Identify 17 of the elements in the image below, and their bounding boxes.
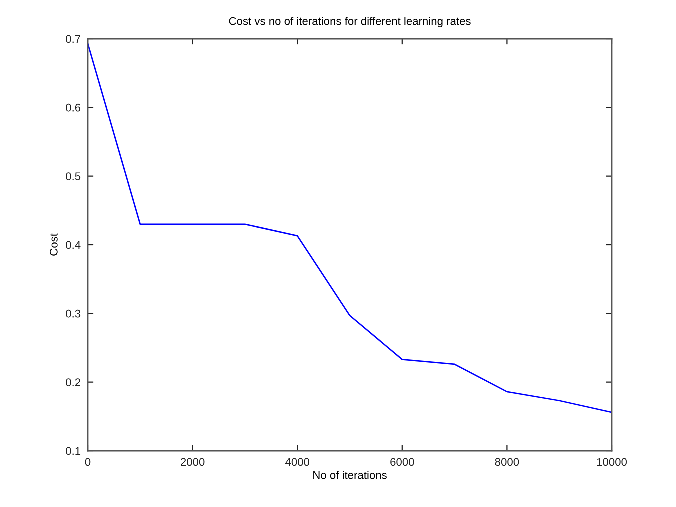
y-tick-label: 0.7 xyxy=(66,35,80,44)
x-tick-label: 10000 xyxy=(597,458,628,466)
y-tick-label: 0.3 xyxy=(66,310,81,318)
y-tick-label: 0.1 xyxy=(66,447,81,456)
y-tick-label: 0.2 xyxy=(66,378,80,386)
chart-title: Cost vs no of iterations for different learning rates xyxy=(229,17,471,28)
line-series xyxy=(88,43,612,414)
x-tick-label: 4000 xyxy=(286,458,310,466)
x-axis-title: No of iterations xyxy=(314,471,387,480)
x-tick-label: 2000 xyxy=(181,458,205,466)
y-tick-label: 0.4 xyxy=(66,241,81,250)
x-tick-label: 8000 xyxy=(495,458,520,466)
y-tick-label: 0.5 xyxy=(66,172,81,180)
y-tick-label: 0.6 xyxy=(66,104,81,112)
x-tick-label: 0 xyxy=(85,458,91,466)
y-axis-title: Cost xyxy=(50,234,58,256)
x-tick-label: 6000 xyxy=(390,458,414,466)
